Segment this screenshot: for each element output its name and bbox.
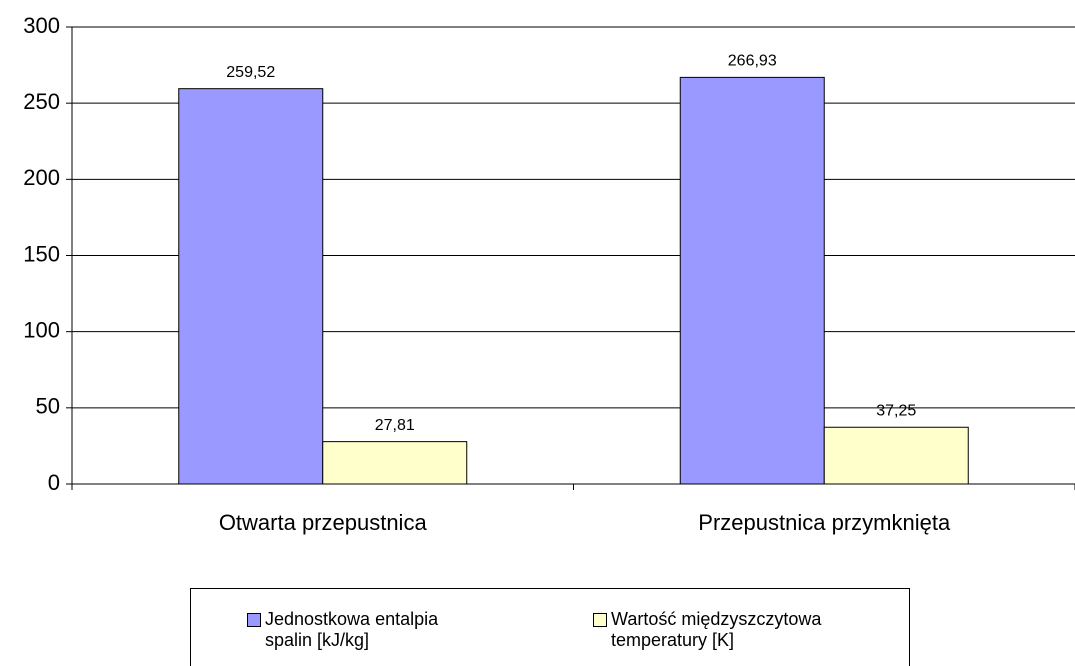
y-tick-label: 0	[48, 470, 60, 495]
legend-swatch	[247, 613, 261, 627]
bar	[178, 88, 324, 485]
legend-label: Wartość międzyszczytowa temperatury [K]	[611, 609, 822, 650]
y-tick-label: 100	[23, 317, 60, 342]
legend-item: Wartość międzyszczytowa temperatury [K]	[593, 609, 876, 651]
data-label: 37,25	[876, 402, 916, 419]
y-tick-label: 300	[23, 13, 60, 38]
data-label: 266,93	[728, 53, 777, 70]
legend-swatch	[593, 613, 607, 627]
y-tick-label: 150	[23, 241, 60, 266]
bar	[322, 441, 468, 485]
legend-label: Jednostkowa entalpia spalin [kJ/kg]	[265, 609, 439, 650]
data-label: 27,81	[375, 417, 415, 434]
bar	[823, 426, 969, 485]
legend: Jednostkowa entalpia spalin [kJ/kg] Warto…	[190, 588, 910, 666]
y-tick-label: 50	[36, 394, 60, 419]
legend-item: Jednostkowa entalpia spalin [kJ/kg]	[247, 609, 490, 651]
plot-area: 0 50 100 150 200 250 300 259,52 27,81 266,93 37,25	[23, 13, 1075, 495]
data-label: 259,52	[226, 64, 275, 81]
x-tick-label: Przepustnica przymknięta	[698, 510, 951, 535]
y-tick-label: 200	[23, 165, 60, 190]
bar	[679, 76, 825, 485]
y-tick-label: 250	[23, 89, 60, 114]
x-tick-label: Otwarta przepustnica	[218, 510, 427, 535]
